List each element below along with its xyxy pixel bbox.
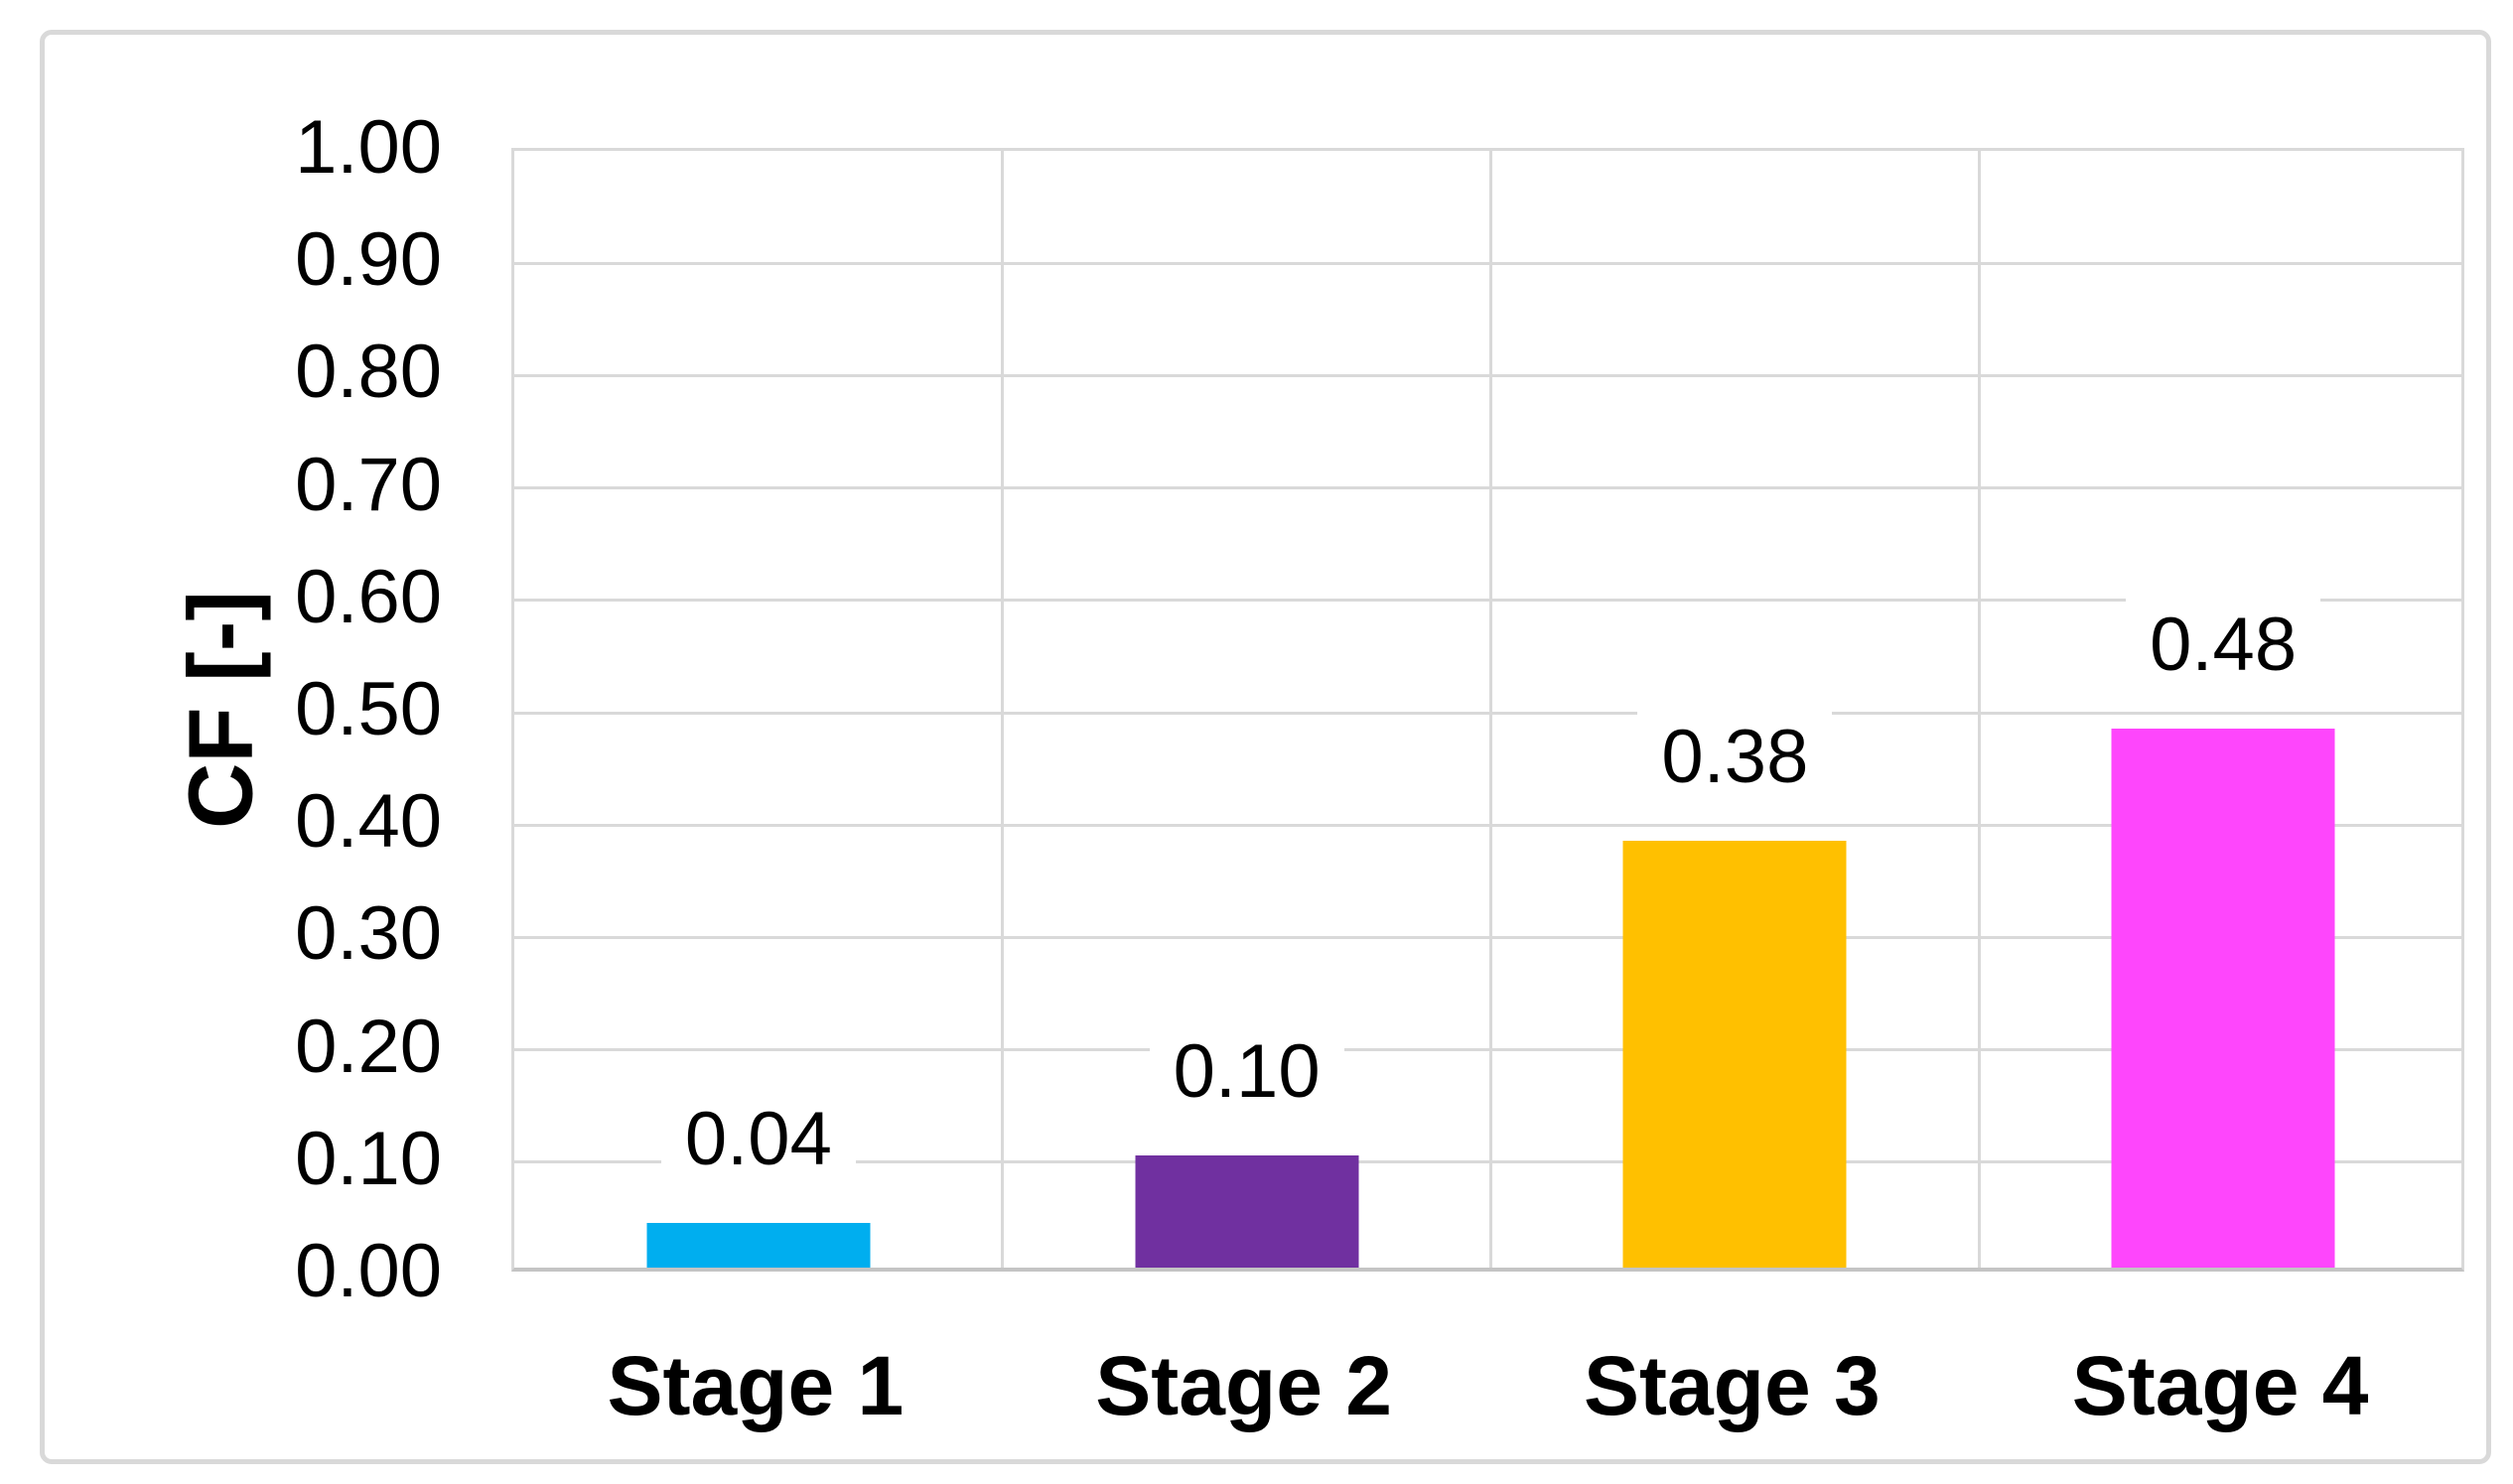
- bar-data-label: 0.38: [1637, 702, 1833, 813]
- horizontal-gridline: [514, 1048, 2461, 1052]
- y-tick-label: 0.90: [295, 217, 442, 303]
- plot-area: 0.04 0.10 0.38 0.48: [511, 148, 2464, 1272]
- vertical-gridline: [1977, 151, 1981, 1268]
- horizontal-gridline: [514, 373, 2461, 377]
- bar-data-label: 0.04: [660, 1084, 856, 1195]
- bar-stage-2: [1135, 1154, 1359, 1268]
- chart-frame: CF [-] 1.00 0.90 0.80 0.70 0.60 0.50 0.40 0.30 0…: [40, 30, 2491, 1464]
- bar-stage-1: [646, 1222, 871, 1268]
- y-tick-label: 0.20: [295, 1004, 442, 1089]
- bar-data-label: 0.10: [1149, 1016, 1344, 1128]
- horizontal-gridline: [514, 1160, 2461, 1164]
- horizontal-gridline: [514, 486, 2461, 490]
- horizontal-gridline: [514, 823, 2461, 827]
- vertical-gridline: [1489, 151, 1492, 1268]
- bar-data-label: 0.48: [2126, 590, 2321, 701]
- vertical-gridline: [1001, 151, 1005, 1268]
- y-tick-label: 0.00: [295, 1229, 442, 1313]
- bar-stage-4: [2111, 728, 2335, 1268]
- horizontal-gridline: [514, 711, 2461, 715]
- x-category-label: Stage 4: [2071, 1339, 2369, 1432]
- y-tick-label: 0.10: [295, 1116, 442, 1201]
- horizontal-gridline: [514, 261, 2461, 265]
- y-tick-label: 0.60: [295, 554, 442, 639]
- y-tick-label: 0.30: [295, 891, 442, 977]
- horizontal-gridline: [514, 935, 2461, 939]
- x-category-label: Stage 2: [1095, 1339, 1393, 1432]
- y-tick-label: 0.70: [295, 442, 442, 527]
- y-tick-label: 0.50: [295, 667, 442, 751]
- bar-stage-3: [1622, 840, 1847, 1268]
- x-category-label: Stage 3: [1583, 1339, 1881, 1432]
- y-tick-label: 0.40: [295, 779, 442, 865]
- x-category-label: Stage 1: [607, 1339, 905, 1432]
- y-tick-label: 0.80: [295, 330, 442, 415]
- y-tick-label: 1.00: [295, 105, 442, 190]
- horizontal-gridline: [514, 599, 2461, 603]
